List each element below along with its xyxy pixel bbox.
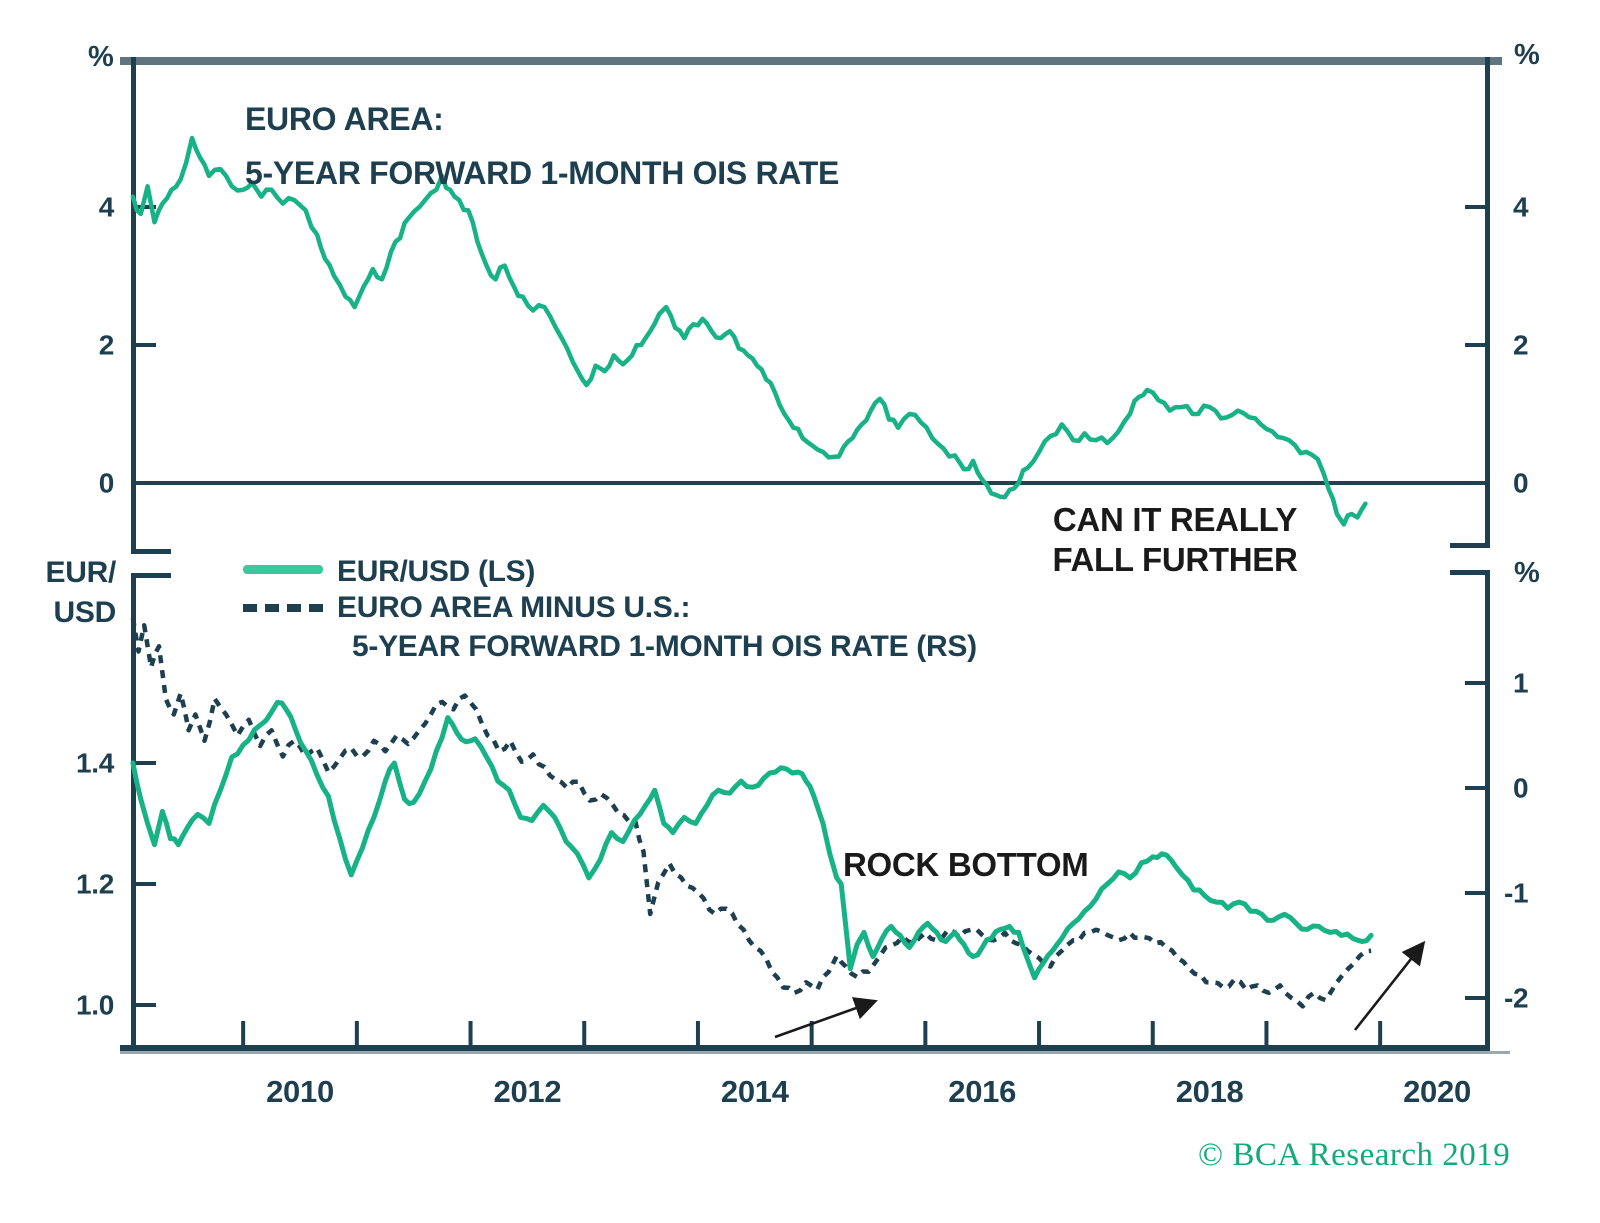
x-axis-year-label: 2016 [948,1074,1017,1109]
right-axis-break-lower [1450,570,1490,575]
bottom-panel-right-tick-label: 1 [1513,667,1529,699]
x-axis-year-tick [695,1021,700,1045]
annotation-line2: FALL FURTHER [1052,541,1298,578]
top-panel-left-tick-label: 2 [98,329,115,361]
top-left-y-tick [136,343,156,347]
bottom-panel-left-tick-label: 1.4 [75,747,114,779]
copyright-text: © BCA Research 2019 [1198,1137,1511,1173]
x-axis-year-tick [809,1021,814,1045]
bottom-left-spine [131,573,136,1051]
x-axis-year-tick [354,1021,359,1045]
x-axis-year-tick [1037,1021,1042,1045]
left-axis-break-lower [131,573,171,578]
bottom-left-y-tick [136,761,156,765]
x-axis-year-tick [1264,1021,1269,1045]
bottom-panel-left-tick-label: 1.2 [75,868,114,900]
bottom-right-percent-label: % [1514,557,1540,589]
top-left-y-tick [136,205,156,209]
bottom-right-y-tick [1465,786,1485,790]
bottom-right-y-tick [1465,681,1485,685]
ois-spread-dashed-line [130,617,1372,1009]
top-right-percent-label: % [1514,39,1540,71]
legend-label-spread-line2: 5-YEAR FORWARD 1-MONTH OIS RATE (RS) [352,630,977,663]
x-axis-year-label: 2018 [1175,1074,1244,1109]
top-left-spine [131,57,136,553]
bottom-panel-right-tick-label: -1 [1504,877,1529,909]
top-chart-title-line1: EURO AREA: [245,101,444,137]
x-axis-year-tick [582,1021,587,1045]
bottom-right-y-tick [1465,891,1485,895]
x-axis-year-tick [923,1021,928,1045]
top-panel-right-tick-label: 0 [1513,467,1529,499]
top-chart-title-line2: 5-YEAR FORWARD 1-MONTH OIS RATE [245,155,839,191]
top-left-percent-label: % [88,41,114,73]
left-axis-label-eur-usd: EUR/ USD [20,553,117,633]
x-axis-year-tick [1150,1021,1155,1045]
left-axis-label-line1: EUR/ [45,556,117,589]
x-axis-year-tick [241,1021,246,1045]
x-axis-year-label: 2010 [266,1074,334,1109]
legend-label-spread-line1: EURO AREA MINUS U.S.: [337,591,691,624]
bottom-panel-left-tick-label: 1.0 [75,989,114,1021]
top-panel-right-tick-label: 2 [1513,329,1529,361]
trend-arrow [774,997,878,1039]
bottom-right-y-tick [1465,996,1485,1000]
annotation-line1: CAN IT REALLY [1052,501,1298,538]
top-panel-left-tick-label: 0 [98,467,115,499]
bottom-panel-right-tick-label: 0 [1513,772,1529,804]
bottom-left-y-tick [136,882,156,886]
x-axis-year-label: 2014 [720,1074,789,1109]
top-right-spine [1485,57,1490,547]
trend-arrow [1353,940,1426,1031]
left-axis-break-upper [131,549,171,554]
x-axis-line [120,1045,1490,1051]
top-right-y-tick [1465,205,1485,209]
ois-rate-line [130,135,1368,527]
top-right-y-tick [1465,343,1485,347]
x-axis-shadow-line [120,1051,1510,1054]
left-axis-label-line2: USD [53,596,117,629]
top-chart-title: EURO AREA: 5-YEAR FORWARD 1-MONTH OIS RA… [245,92,839,200]
x-axis-year-label: 2020 [1403,1074,1471,1109]
annotation-rock-bottom: ROCK BOTTOM [843,846,1089,883]
top-frame-line [120,57,1502,65]
x-axis-year-label: 2012 [493,1074,562,1109]
top-panel-right-tick-label: 4 [1513,191,1529,223]
eurusd-line [130,700,1374,981]
bottom-right-spine [1485,570,1490,1051]
bottom-left-y-tick [136,1003,156,1007]
top-panel-left-tick-label: 4 [98,191,115,223]
annotation-can-it-really-fall-further: CAN IT REALLY FALL FURTHER [1049,500,1301,580]
right-axis-break-upper [1450,543,1490,548]
bottom-panel-right-tick-label: -2 [1504,982,1529,1014]
legend-swatch-eurusd-line [243,565,323,574]
x-axis-year-tick [1378,1021,1383,1045]
legend-swatch-spread-dashed-line [243,604,323,612]
legend-label-eurusd: EUR/USD (LS) [337,555,536,588]
zero-line [136,481,1485,485]
x-axis-year-tick [468,1021,473,1045]
